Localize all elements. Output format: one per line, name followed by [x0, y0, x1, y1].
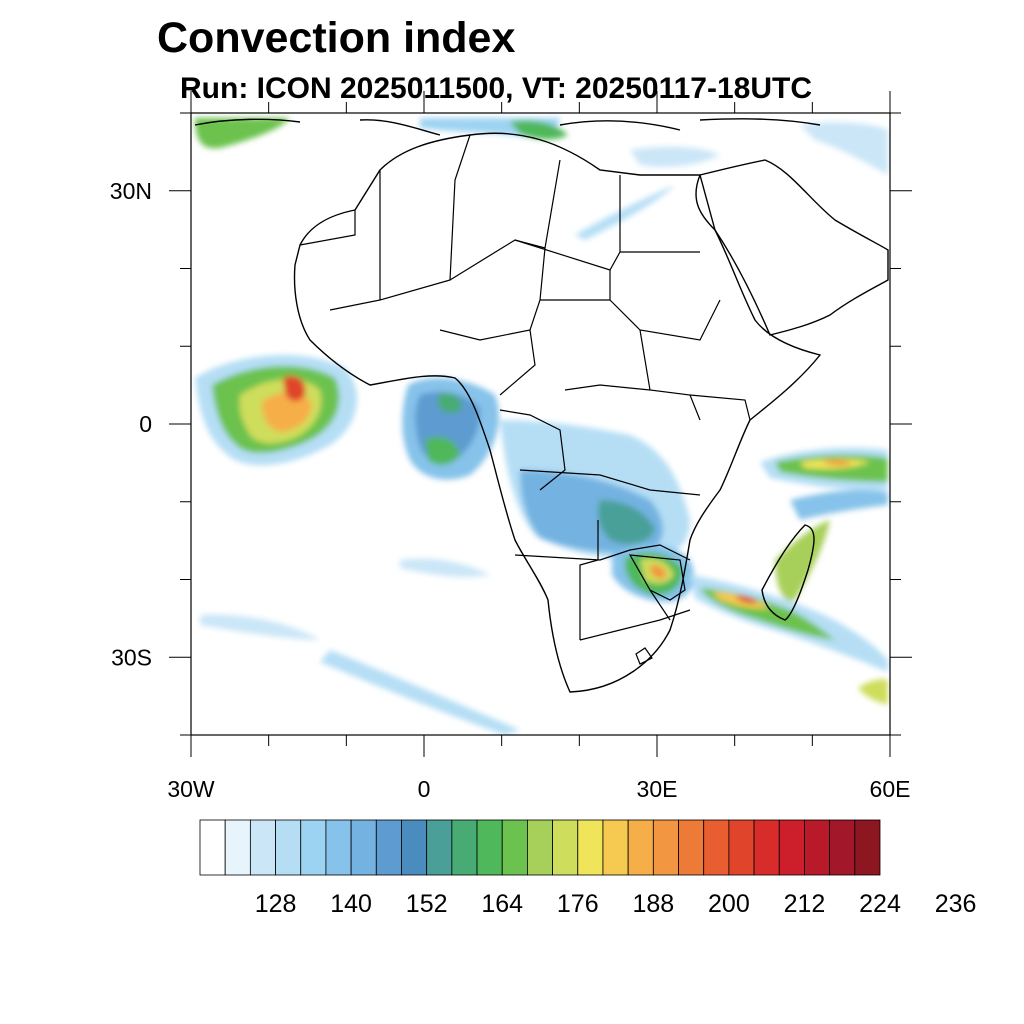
colorbar-tick-label: 176: [557, 890, 599, 918]
colorbar-swatch: [249, 819, 276, 876]
colorbar-swatch: [829, 819, 856, 876]
colorbar-swatch: [652, 819, 679, 876]
colorbar-swatch: [501, 819, 528, 876]
coastlines: [194, 118, 889, 693]
lat-tick-label: 0: [139, 411, 152, 437]
lon-tick-label: 60E: [870, 776, 911, 802]
colorbar-labels: 128 140 152 164 176 188 200 212 224 236: [255, 890, 977, 918]
colorbar-tick-label: 140: [330, 890, 372, 918]
colorbar-swatch: [300, 819, 327, 876]
colorbar-tick-label: 236: [935, 890, 977, 918]
colorbar-swatch: [527, 819, 553, 876]
colorbar-swatch: [552, 819, 579, 876]
colorbar-swatch: [476, 819, 503, 876]
colorbar-swatch: [275, 819, 302, 876]
colorbar-tick-label: 164: [481, 890, 523, 918]
colorbar-tick-label: 224: [859, 890, 901, 918]
colorbar-swatch: [199, 819, 226, 876]
lon-tick-label: 30E: [637, 776, 678, 802]
colorbar-swatch: [224, 819, 251, 876]
colorbar-swatch: [804, 819, 831, 876]
colorbar-swatch: [753, 819, 780, 876]
colorbar-tick-label: 200: [708, 890, 750, 918]
colorbar-tick-label: 188: [632, 890, 674, 918]
chart-title: Convection index: [157, 14, 516, 62]
colorbar-swatch: [627, 819, 654, 876]
colorbar-tick-label: 128: [255, 890, 297, 918]
colorbar-tick-label: 212: [784, 890, 826, 918]
colorbar-swatch: [350, 819, 377, 876]
axis-labels: 30W 0 30E 60E 30N 0 30S: [110, 178, 911, 802]
colorbar-swatch: [577, 819, 604, 876]
colorbar-swatch: [451, 819, 478, 876]
chart-subtitle: Run: ICON 2025011500, VT: 20250117-18UTC: [180, 72, 813, 105]
colorbar-tick-label: 152: [406, 890, 448, 918]
colorbar-swatch: [703, 819, 730, 876]
lon-tick-label: 30W: [167, 776, 215, 802]
colorbar-swatch: [728, 819, 755, 876]
colorbar-swatch: [602, 819, 629, 876]
lat-tick-label: 30N: [110, 178, 152, 204]
colorbar-swatch: [426, 819, 453, 876]
colorbar-swatch: [778, 819, 805, 876]
axis-ticks: [169, 91, 912, 757]
lat-tick-label: 30S: [111, 644, 152, 670]
colorbar-swatch: [401, 819, 428, 876]
country-borders: [299, 134, 751, 665]
colorbar-swatch: [854, 819, 881, 876]
colorbar-swatch: [325, 819, 352, 876]
colorbar: [199, 819, 881, 876]
colorbar-swatch: [375, 819, 402, 876]
convection-field: [195, 118, 888, 735]
lon-tick-label: 0: [418, 776, 431, 802]
colorbar-swatch: [678, 819, 705, 876]
